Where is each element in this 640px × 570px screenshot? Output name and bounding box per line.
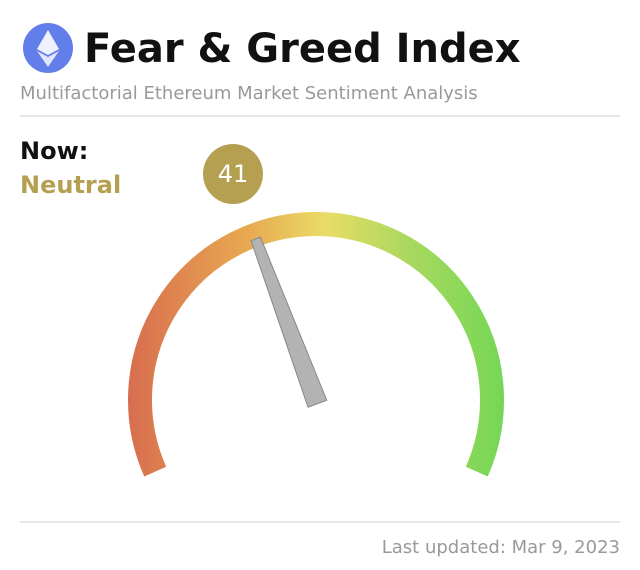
now-label: Now: [20, 137, 88, 165]
eth-icon [23, 23, 73, 73]
footer: Last updated: Mar 9, 2023 [382, 537, 620, 558]
subtitle: Multifactorial Ethereum Market Sentiment… [20, 83, 478, 104]
value-label: 41 [218, 160, 249, 188]
value-badge [203, 144, 263, 204]
gauge-arc [128, 212, 504, 477]
title: Fear & Greed Index [84, 26, 521, 72]
status: Neutral [20, 171, 121, 199]
needle [250, 236, 328, 408]
